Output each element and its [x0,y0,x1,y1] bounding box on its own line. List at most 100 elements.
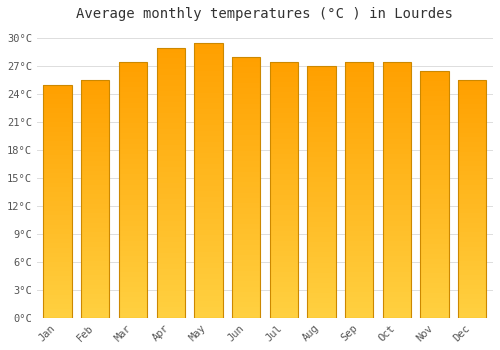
Bar [44,85,72,90]
Bar [194,219,222,224]
Bar [308,197,336,202]
Bar [383,313,411,318]
Bar [308,71,336,76]
Bar [81,223,110,228]
Bar [81,85,110,90]
Bar [420,214,449,219]
Bar [270,82,298,87]
Bar [119,190,147,195]
Bar [194,65,222,70]
Bar [420,106,449,111]
Bar [345,246,374,251]
Bar [345,169,374,174]
Bar [44,215,72,220]
Bar [44,276,72,281]
Bar [270,313,298,318]
Bar [44,201,72,206]
Bar [420,303,449,308]
Bar [194,279,222,285]
Bar [232,281,260,287]
Bar [345,174,374,180]
Bar [383,272,411,277]
Bar [420,264,449,268]
Bar [44,127,72,132]
Bar [458,142,486,147]
Bar [308,303,336,308]
Bar [119,287,147,292]
Bar [232,68,260,73]
Bar [308,237,336,243]
Bar [383,103,411,108]
Bar [194,257,222,263]
Bar [345,251,374,257]
Bar [270,236,298,241]
Bar [194,87,222,92]
Bar [308,288,336,293]
Bar [345,226,374,231]
Bar [420,111,449,116]
Bar [232,57,260,318]
Bar [194,169,222,175]
Bar [345,164,374,169]
Bar [232,224,260,229]
Bar [420,155,449,160]
Bar [81,133,110,137]
Bar [81,80,110,318]
Bar [44,118,72,122]
Bar [383,118,411,123]
Bar [458,170,486,175]
Bar [420,81,449,86]
Bar [345,257,374,261]
Bar [232,214,260,219]
Bar [345,62,374,318]
Bar [308,162,336,167]
Bar [345,128,374,133]
Bar [345,139,374,143]
Bar [383,139,411,143]
Bar [345,185,374,190]
Bar [44,225,72,229]
Bar [383,87,411,92]
Bar [81,308,110,313]
Bar [270,200,298,205]
Bar [156,134,185,140]
Bar [156,194,185,199]
Bar [232,161,260,167]
Bar [81,256,110,261]
Bar [383,82,411,87]
Bar [383,154,411,159]
Bar [44,85,72,318]
Bar [44,290,72,295]
Bar [383,261,411,267]
Bar [308,66,336,71]
Bar [345,103,374,108]
Bar [345,298,374,302]
Bar [420,239,449,244]
Bar [420,76,449,81]
Bar [194,214,222,219]
Bar [194,230,222,236]
Bar [194,70,222,76]
Bar [81,280,110,285]
Bar [270,133,298,139]
Bar [420,204,449,209]
Bar [270,62,298,318]
Bar [81,80,110,85]
Bar [270,67,298,72]
Bar [420,135,449,140]
Bar [420,145,449,150]
Bar [119,272,147,277]
Bar [458,137,486,142]
Bar [458,308,486,313]
Bar [270,190,298,195]
Bar [44,285,72,290]
Bar [270,92,298,98]
Bar [270,251,298,257]
Bar [232,88,260,93]
Bar [458,299,486,303]
Bar [81,156,110,161]
Bar [81,313,110,318]
Bar [308,117,336,122]
Bar [119,82,147,87]
Bar [270,113,298,118]
